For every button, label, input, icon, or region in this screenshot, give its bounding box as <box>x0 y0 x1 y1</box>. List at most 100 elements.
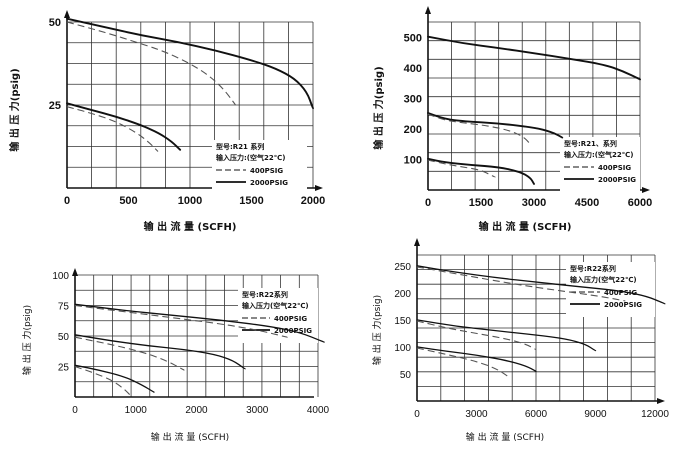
chart-2: 0 1500 3000 4500 6000 100 200 300 400 500 输 出 流 量 … <box>372 6 652 233</box>
series-2000PSIG-25-curve <box>66 102 182 151</box>
legend-label-2000PSIG: 2000PSIG <box>598 176 636 184</box>
x-tick-label: 2000 <box>185 405 208 416</box>
x-tick-label: 1000 <box>125 405 148 416</box>
y-tick-label: 200 <box>394 289 411 300</box>
series-2000PSIG-150-curve <box>416 319 597 352</box>
legend-box <box>238 288 318 343</box>
series-2000PSIG-50-curve <box>74 334 246 370</box>
series-400PSIG-25-curve <box>66 106 159 152</box>
y-axis-title: 输 出 压 力(psig) <box>8 68 21 151</box>
y-tick-label: 500 <box>404 32 422 44</box>
chart-1: 0 500 1000 1500 2000 25 50 输 出 流 量 (SCFH) 输 出 压 … <box>8 10 325 233</box>
y-axis-arrow <box>72 268 78 276</box>
x-tick-label: 500 <box>119 195 137 207</box>
y-axis-title: 输 出 压 力(psig) <box>372 66 385 149</box>
series-2000PSIG-50-curve <box>66 17 314 110</box>
x-axis-title: 输 出 流 量 (SCFH) <box>466 431 544 443</box>
series-400PSIG-50-curve <box>74 336 185 371</box>
series-2000PSIG-500-curve <box>427 35 641 81</box>
legend-label-2000PSIG: 2000PSIG <box>250 179 288 187</box>
x-tick-label: 3000 <box>522 197 546 209</box>
y-tick-label: 300 <box>404 93 422 105</box>
y-tick-label: 25 <box>58 363 70 374</box>
series-400PSIG-150-curve <box>416 320 537 351</box>
legend-label-400PSIG: 400PSIG <box>250 167 283 175</box>
x-tick-label: 6000 <box>525 409 548 420</box>
x-tick-label: 3000 <box>465 409 488 420</box>
y-axis-arrow <box>425 6 431 14</box>
series-400PSIG-50-curve <box>66 21 237 106</box>
x-tick-label: 1000 <box>178 195 202 207</box>
legend-inlet: 输入压力:(空气22℃) <box>564 150 633 159</box>
series-group <box>74 303 325 395</box>
y-axis-title: 输 出 压 力(psig) <box>21 305 33 375</box>
series-group <box>427 35 641 185</box>
series-400PSIG-25-curve <box>74 365 131 395</box>
series-2000PSIG-25-curve <box>74 364 155 393</box>
legend-inlet: 输入压力(空气22℃) <box>242 301 309 310</box>
series-group <box>66 17 314 152</box>
x-tick-label: 0 <box>72 405 78 416</box>
legend-model: 型号:R22系列 <box>242 290 288 299</box>
x-tick-label: 2000 <box>301 195 325 207</box>
legend-model: 型号:R21、系列 <box>564 139 617 148</box>
y-tick-label: 250 <box>394 262 411 273</box>
y-tick-label: 100 <box>394 343 411 354</box>
y-tick-label: 25 <box>49 100 61 112</box>
series-400PSIG-250-curve <box>427 113 532 145</box>
x-tick-label: 0 <box>64 195 70 207</box>
series-2000PSIG-250-curve <box>427 112 564 139</box>
series-400PSIG-100-curve <box>416 347 509 378</box>
x-tick-label: 1500 <box>469 197 493 209</box>
x-axis-arrow <box>642 187 650 193</box>
legend-label-400PSIG: 400PSIG <box>598 164 631 172</box>
legend-label-400PSIG: 400PSIG <box>274 315 307 323</box>
x-axis-title: 输 出 流 量 (SCFH) <box>479 220 572 233</box>
axes: 0 500 1000 1500 2000 25 50 <box>49 10 325 207</box>
x-tick-label: 3000 <box>246 405 269 416</box>
x-tick-label: 9000 <box>584 409 607 420</box>
legend-model: 型号:R21 系列 <box>216 142 264 151</box>
legend-box <box>560 137 640 192</box>
y-axis-title: 输 出 压 力(psig) <box>371 295 383 365</box>
x-axis-title: 输 出 流 量 (SCFH) <box>144 220 237 233</box>
y-tick-label: 50 <box>49 17 61 29</box>
x-tick-label: 0 <box>425 197 431 209</box>
y-tick-label: 100 <box>52 271 69 282</box>
legend-label-400PSIG: 400PSIG <box>604 289 637 297</box>
x-tick-label: 1500 <box>239 195 263 207</box>
legend-label-2000PSIG: 2000PSIG <box>604 301 642 309</box>
series-2000PSIG-250-curve <box>416 265 666 305</box>
chart-3: 0 1000 2000 3000 4000 25 50 75 100 输 出 流 量 (SCFH)… <box>21 268 330 443</box>
series-400PSIG-100-curve <box>427 159 496 178</box>
series-2000PSIG-100-curve <box>427 157 535 185</box>
y-tick-label: 50 <box>58 332 70 343</box>
series-400PSIG-250-curve <box>416 266 626 302</box>
y-tick-label: 150 <box>394 316 411 327</box>
axes: 0 1500 3000 4500 6000 100 200 300 400 500 <box>404 6 652 209</box>
x-tick-label: 0 <box>414 409 420 420</box>
y-axis-arrow <box>414 238 420 246</box>
y-tick-label: 200 <box>404 124 422 136</box>
series-2000PSIG-100-curve <box>416 346 537 372</box>
legend-inlet: 输入压力(空气22℃) <box>570 275 637 284</box>
x-tick-label: 6000 <box>628 197 652 209</box>
legend-inlet: 输入压力:(空气22℃) <box>216 153 285 162</box>
axes: 0 1000 2000 3000 4000 25 50 75 100 <box>52 268 330 416</box>
y-tick-label: 400 <box>404 63 422 75</box>
axes: 0 3000 6000 9000 12000 50 100 150 200 250 <box>394 238 669 420</box>
chart-4: 0 3000 6000 9000 12000 50 100 150 200 250 输 出 流 量 … <box>371 238 669 443</box>
x-tick-label: 4500 <box>575 197 599 209</box>
x-tick-label: 12000 <box>641 409 669 420</box>
y-tick-label: 50 <box>400 370 412 381</box>
x-axis-title: 输 出 流 量 (SCFH) <box>151 431 229 443</box>
series-group <box>416 265 666 378</box>
x-tick-label: 4000 <box>307 405 330 416</box>
y-axis-arrow <box>64 10 70 18</box>
y-tick-label: 100 <box>404 154 422 166</box>
x-axis-arrow <box>315 185 323 191</box>
series-2000PSIG-75-curve <box>74 303 325 343</box>
